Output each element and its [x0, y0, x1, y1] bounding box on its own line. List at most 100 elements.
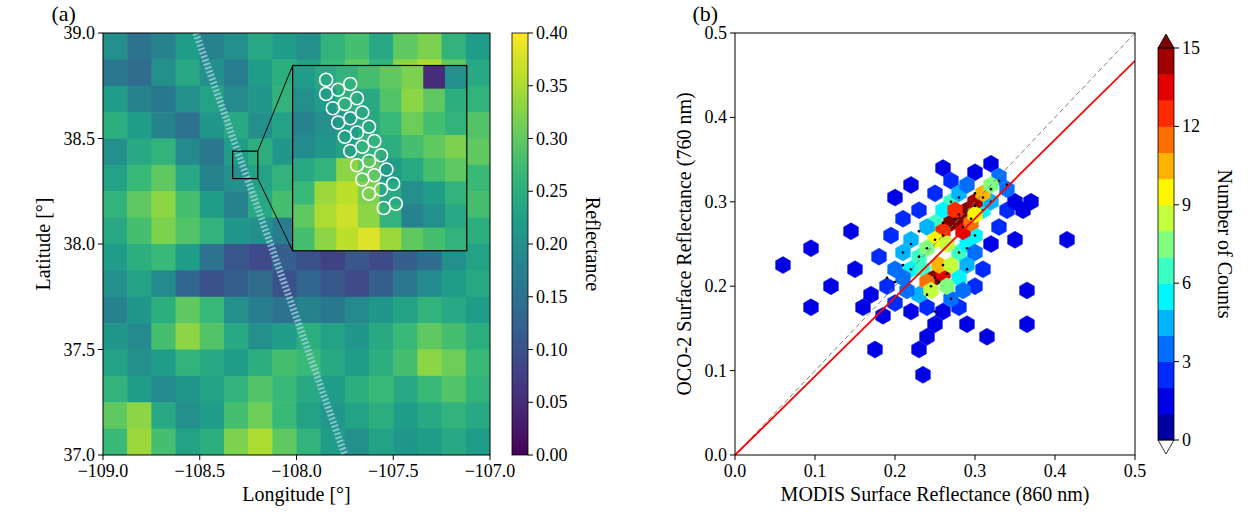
- map-cell: [297, 33, 322, 60]
- y-tick: [98, 138, 103, 139]
- footprint: [332, 116, 345, 129]
- map-cell: [127, 350, 152, 377]
- map-cell: [176, 323, 201, 350]
- map-cell: [127, 376, 152, 403]
- footprint: [362, 120, 375, 133]
- colorbar-tick-label: 0: [1182, 430, 1191, 450]
- map-cell: [417, 270, 442, 297]
- map-cell: [224, 297, 249, 324]
- map-cell: [103, 59, 128, 86]
- map-cell: [321, 402, 346, 429]
- hexbin-cell: [1020, 316, 1035, 333]
- hexbin-cell: [976, 261, 991, 278]
- map-cell: [248, 402, 273, 429]
- map-cell: [127, 59, 152, 86]
- map-cell: [417, 297, 442, 324]
- map-cell: [224, 350, 249, 377]
- footprint: [350, 159, 363, 172]
- inset-cell: [423, 112, 445, 136]
- map-cell: [466, 86, 490, 113]
- map-cell: [321, 429, 346, 455]
- map-cell: [393, 297, 418, 324]
- hexbin-cell: [888, 189, 903, 206]
- footprint: [375, 149, 388, 162]
- map-cell: [127, 270, 152, 297]
- x-tick-label: −108.0: [271, 461, 322, 481]
- y-tick: [98, 455, 103, 456]
- y-tick-label: 0.3: [705, 192, 728, 212]
- inset-cell: [314, 204, 336, 228]
- scatter-point: [974, 192, 977, 195]
- inset-cell: [401, 181, 423, 205]
- y-tick-label: 0.0: [705, 445, 728, 465]
- scatter-point: [966, 268, 969, 271]
- inset-cell: [293, 158, 315, 182]
- map-cell: [345, 323, 370, 350]
- panel-label: (b): [693, 1, 719, 26]
- map-cell: [127, 297, 152, 324]
- map-cell: [200, 112, 225, 139]
- map-cell: [248, 350, 273, 377]
- map-cell: [127, 244, 152, 271]
- colorbar-tick: [528, 244, 533, 245]
- y-tick: [730, 201, 735, 202]
- scatter-point: [942, 222, 945, 225]
- y-tick-label: 0.2: [705, 276, 728, 296]
- y-tick-label: 37.5: [64, 340, 96, 360]
- map-cell: [466, 429, 490, 455]
- hexbin-cell: [824, 278, 839, 295]
- colorbar-label: Number of Counts: [1214, 170, 1236, 319]
- map-cell: [321, 297, 346, 324]
- hexbin-cell: [804, 299, 819, 316]
- map-cell: [321, 350, 346, 377]
- plot-frame: [735, 33, 1135, 455]
- y-tick-label: 37.0: [64, 445, 96, 465]
- map-cell: [176, 244, 201, 271]
- colorbar-level: [1158, 362, 1174, 389]
- y-tick-label: 39.0: [64, 23, 96, 43]
- map-cell: [176, 402, 201, 429]
- map-cell: [127, 402, 152, 429]
- map-cell: [176, 270, 201, 297]
- colorbar-tick: [1174, 283, 1179, 284]
- map-cell: [224, 191, 249, 218]
- hexbin-cell: [920, 240, 935, 257]
- map-cell: [103, 86, 128, 113]
- colorbar-tick: [1174, 361, 1179, 362]
- map-cell: [103, 191, 128, 218]
- y-tick: [730, 117, 735, 118]
- scatter-point: [962, 226, 965, 229]
- colorbar-level: [1158, 231, 1174, 258]
- inset-cell: [401, 65, 423, 89]
- map-cell: [369, 270, 394, 297]
- colorbar-tick: [528, 191, 533, 192]
- colorbar-level: [1158, 126, 1174, 153]
- map-cell: [248, 244, 273, 271]
- map-cell: [417, 429, 442, 455]
- map-cell: [176, 139, 201, 166]
- map-cell: [151, 429, 176, 455]
- map-cell: [248, 429, 273, 455]
- hexbin-cell: [948, 202, 963, 219]
- map-cell: [297, 402, 322, 429]
- colorbar-level: [1158, 100, 1174, 127]
- hexbin-cell: [912, 202, 927, 219]
- map-cell: [151, 33, 176, 60]
- y-tick: [98, 244, 103, 245]
- footprint: [350, 92, 363, 105]
- inset-cell: [380, 89, 402, 113]
- map-cell: [224, 244, 249, 271]
- x-tick-label: 0.4: [1044, 461, 1067, 481]
- map-cell: [466, 270, 490, 297]
- map-cell: [369, 323, 394, 350]
- map-cell: [151, 112, 176, 139]
- map-cell: [248, 376, 273, 403]
- map-cell: [103, 112, 128, 139]
- map-cell: [442, 429, 467, 455]
- footprint: [338, 130, 351, 143]
- hexbin-cell: [844, 223, 859, 240]
- inset-cell: [423, 228, 445, 251]
- inset-cell: [401, 89, 423, 113]
- scatter-point: [918, 230, 921, 233]
- map-cell: [345, 376, 370, 403]
